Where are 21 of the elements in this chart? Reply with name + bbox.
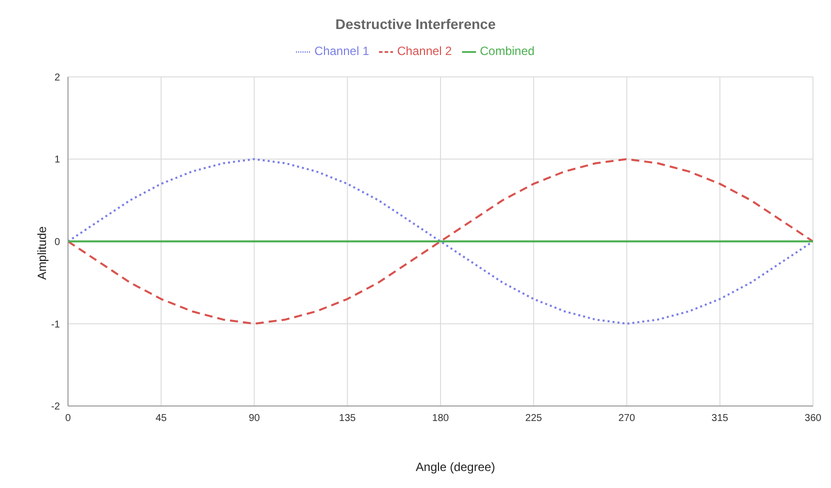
x-tick-label: 360 xyxy=(804,413,822,424)
x-tick-label: 135 xyxy=(339,413,356,424)
x-tick-label: 270 xyxy=(618,413,636,424)
x-axis-title: Angle (degree) xyxy=(414,460,496,474)
y-tick-label: 0 xyxy=(54,236,60,248)
x-tick-label: 45 xyxy=(156,413,168,424)
y-axis-title: Amplitude xyxy=(35,226,49,280)
x-tick-label: 225 xyxy=(525,413,542,424)
y-tick-label: 1 xyxy=(54,154,60,166)
x-tick-label: 180 xyxy=(432,413,450,424)
x-tick-label: 0 xyxy=(65,413,72,424)
legend-label: Channel 2 xyxy=(397,44,452,58)
legend-label: Channel 1 xyxy=(314,44,370,58)
y-tick-label: -1 xyxy=(51,319,60,330)
y-tick-label: -2 xyxy=(51,402,60,413)
y-tick-label: 2 xyxy=(54,72,60,84)
legend-label: Combined xyxy=(480,44,535,58)
chart-title: Destructive Interference xyxy=(334,16,497,32)
x-tick-label: 90 xyxy=(248,413,260,424)
line-series xyxy=(68,158,813,325)
x-tick-label: 315 xyxy=(712,413,729,424)
